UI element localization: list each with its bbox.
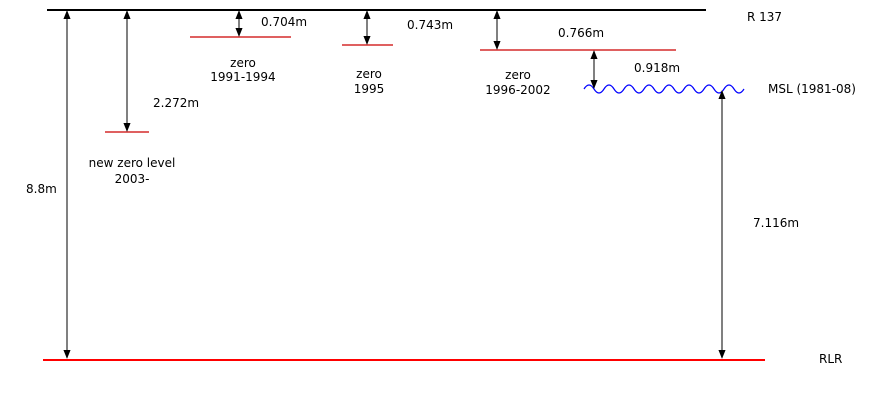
zero-1995-caption-line2: 1995 (354, 82, 385, 96)
total-height-label: 8.8m (26, 182, 57, 196)
zero-1995-offset-label: 0.743m (407, 18, 453, 32)
zero-1996-caption-line1: zero (505, 68, 531, 82)
zero-1991-caption-line1: zero (230, 56, 256, 70)
rlr-to-msl-label: 7.116m (753, 216, 799, 230)
r137-label: R 137 (747, 10, 782, 24)
zero-1996-offset-label: 0.766m (558, 26, 604, 40)
msl-label: MSL (1981-08) (768, 82, 856, 96)
zero-1995-caption-line1: zero (356, 67, 382, 81)
rlr-label: RLR (819, 352, 842, 366)
msl-wave (583, 84, 745, 94)
zero-1991-offset-label: 0.704m (261, 15, 307, 29)
msl-offset-label: 0.918m (634, 61, 680, 75)
zero-2003-caption-line2: 2003- (115, 172, 150, 186)
zero-1996-caption-line2: 1996-2002 (485, 83, 550, 97)
zero-1991-caption-line2: 1991-1994 (210, 70, 275, 84)
zero-2003-caption-line1: new zero level (89, 156, 176, 170)
zero-2003-offset-label: 2.272m (153, 96, 199, 110)
